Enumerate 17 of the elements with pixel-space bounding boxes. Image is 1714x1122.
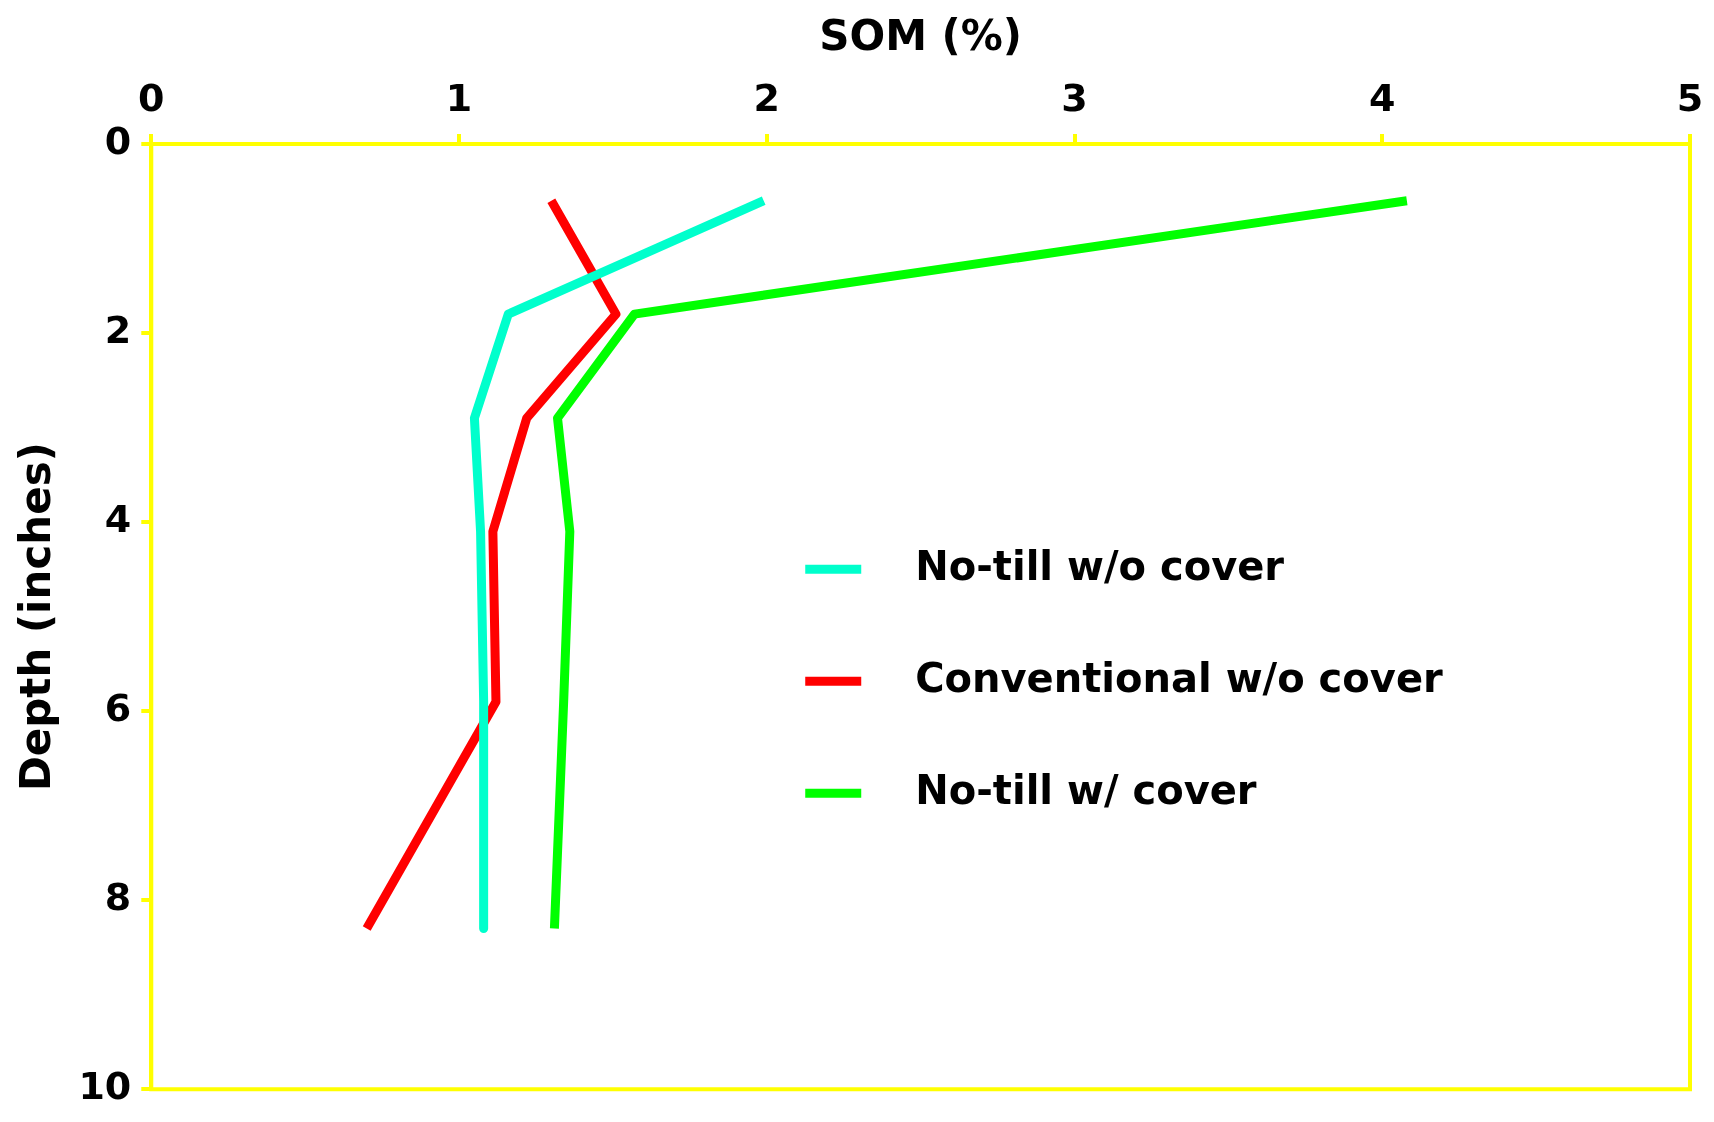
legend-label: Conventional w/o cover [915,654,1444,701]
x-tick-label: 1 [445,76,473,121]
x-tick-label: 0 [138,76,165,121]
x-tick-label: 5 [1676,76,1704,121]
y-tick-label: 4 [104,496,132,541]
x-tick-label: 4 [1369,76,1396,121]
legend-label: No-till w/ cover [915,766,1257,813]
x-tick-label: 3 [1061,76,1088,121]
x-tick-label: 2 [753,76,780,121]
x-axis-title: SOM (%) [819,11,1023,61]
legend-label: No-till w/o cover [915,542,1285,589]
y-tick-label: 6 [104,685,132,730]
y-tick-label: 0 [104,118,132,163]
y-tick-label: 8 [104,875,132,920]
y-tick-label: 10 [78,1064,132,1109]
y-tick-label: 2 [104,307,132,352]
y-axis-title: Depth (inches) [11,442,61,792]
